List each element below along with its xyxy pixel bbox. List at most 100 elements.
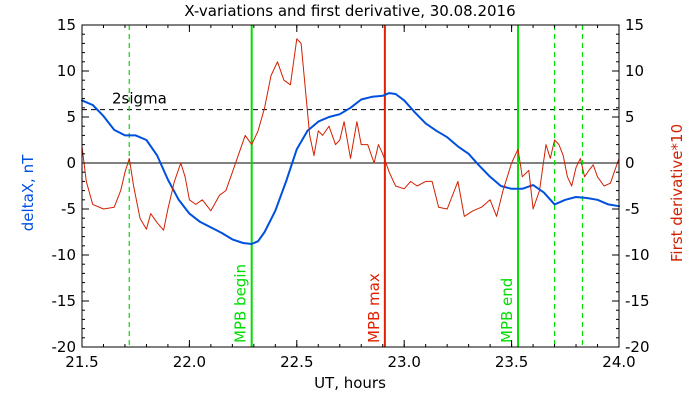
series-point-derivative <box>172 179 177 184</box>
x-tick-label: 23.5 <box>495 353 528 371</box>
y-tick-label-right: 15 <box>625 16 644 34</box>
series-point-deltax <box>112 127 117 132</box>
series-point-deltax <box>541 190 546 195</box>
series-point-derivative <box>208 208 213 213</box>
series-point-deltax <box>387 91 392 96</box>
x-tick-label: 21.5 <box>65 353 98 371</box>
series-point-derivative <box>578 156 583 161</box>
x-tick-label: 22.5 <box>280 353 313 371</box>
series-point-derivative <box>275 59 280 64</box>
y-tick-label-left: -5 <box>61 200 76 218</box>
series-line-derivative <box>81 38 620 231</box>
series-point-derivative <box>348 156 353 161</box>
series-point-derivative <box>127 156 132 161</box>
series-point-derivative <box>569 184 574 189</box>
series-point-deltax <box>402 98 407 103</box>
y-tick-label-right: 0 <box>625 154 635 172</box>
series-point-derivative <box>423 179 428 184</box>
y-axis-label-left: deltaX, nT <box>19 154 37 231</box>
threshold-label: 2sigma <box>112 90 167 108</box>
series-point-derivative <box>582 174 587 179</box>
series-point-derivative <box>387 170 392 175</box>
series-point-derivative <box>556 142 561 147</box>
y-tick-label-left: 15 <box>57 16 76 34</box>
series-point-derivative <box>601 184 606 189</box>
series-point-derivative <box>112 205 117 210</box>
series-point-deltax <box>219 230 224 235</box>
series-point-deltax <box>348 105 353 110</box>
series-point-derivative <box>342 119 347 124</box>
series-point-deltax <box>412 110 417 115</box>
series-point-derivative <box>608 181 613 186</box>
series-point-deltax <box>230 237 235 242</box>
series-point-deltax <box>262 230 267 235</box>
series-point-derivative <box>537 188 542 193</box>
series-point-deltax <box>520 186 525 191</box>
series-point-deltax <box>101 114 106 119</box>
series-point-derivative <box>376 142 381 147</box>
series-point-derivative <box>372 161 377 166</box>
series-point-deltax <box>531 183 536 188</box>
series-point-deltax <box>584 195 589 200</box>
series-point-derivative <box>299 41 304 46</box>
series-point-derivative <box>516 147 521 152</box>
series-point-derivative <box>488 197 493 202</box>
series-point-derivative <box>187 197 192 202</box>
x-tick-label: 23.0 <box>387 353 420 371</box>
y-tick-label-left: -10 <box>52 246 77 264</box>
series-point-deltax <box>595 197 600 202</box>
y-tick-label-right: 10 <box>625 62 644 80</box>
series-point-derivative <box>230 170 235 175</box>
series-point-derivative <box>281 78 286 83</box>
series-point-derivative <box>217 193 222 198</box>
series-point-derivative <box>256 128 261 133</box>
vline-label-4: MPB end <box>498 278 516 343</box>
series-point-deltax <box>393 92 398 97</box>
series-point-derivative <box>144 227 149 232</box>
series-point-derivative <box>445 207 450 212</box>
y-axis-label-right: First derivative*10 <box>668 124 686 262</box>
series-point-deltax <box>133 133 138 138</box>
series-point-derivative <box>262 105 267 110</box>
y-tick-label-left: 5 <box>66 108 76 126</box>
series-point-derivative <box>565 174 570 179</box>
series-point-derivative <box>479 205 484 210</box>
chart-plot-layer: 2sigma MPB begin MPB max MPB end <box>82 25 619 347</box>
series-point-deltax <box>423 121 428 126</box>
chart-series-layer <box>81 36 620 245</box>
series-point-derivative <box>552 138 557 143</box>
series-point-derivative <box>148 211 153 216</box>
series-point-deltax <box>369 94 374 99</box>
series-point-derivative <box>359 142 364 147</box>
series-point-derivative <box>327 124 332 129</box>
series-point-derivative <box>436 205 441 210</box>
x-axis-label: UT, hours <box>314 374 386 392</box>
y-tick-label-right: -5 <box>625 200 640 218</box>
series-point-derivative <box>337 138 342 143</box>
series-point-derivative <box>531 207 536 212</box>
series-point-derivative <box>509 161 514 166</box>
y-tick-label-right: -10 <box>625 246 650 264</box>
series-point-deltax <box>574 195 579 200</box>
series-line-deltax <box>81 92 620 245</box>
series-point-derivative <box>586 168 591 173</box>
series-point-derivative <box>269 73 274 78</box>
series-point-derivative <box>307 133 312 138</box>
x-tick-label: 22.0 <box>173 353 206 371</box>
series-point-derivative <box>137 216 142 221</box>
y-tick-label-left: -15 <box>52 292 77 310</box>
vline-label-3: MPB max <box>365 273 383 343</box>
series-point-deltax <box>176 197 181 202</box>
series-point-derivative <box>333 142 338 147</box>
series-point-derivative <box>591 162 596 167</box>
series-point-deltax <box>466 151 471 156</box>
series-point-derivative <box>393 184 398 189</box>
series-point-derivative <box>574 165 579 170</box>
series-point-derivative <box>380 151 385 156</box>
series-point-derivative <box>415 184 420 189</box>
series-point-derivative <box>294 36 299 41</box>
series-point-derivative <box>548 156 553 161</box>
series-point-deltax <box>122 133 127 138</box>
series-point-deltax <box>165 177 170 182</box>
